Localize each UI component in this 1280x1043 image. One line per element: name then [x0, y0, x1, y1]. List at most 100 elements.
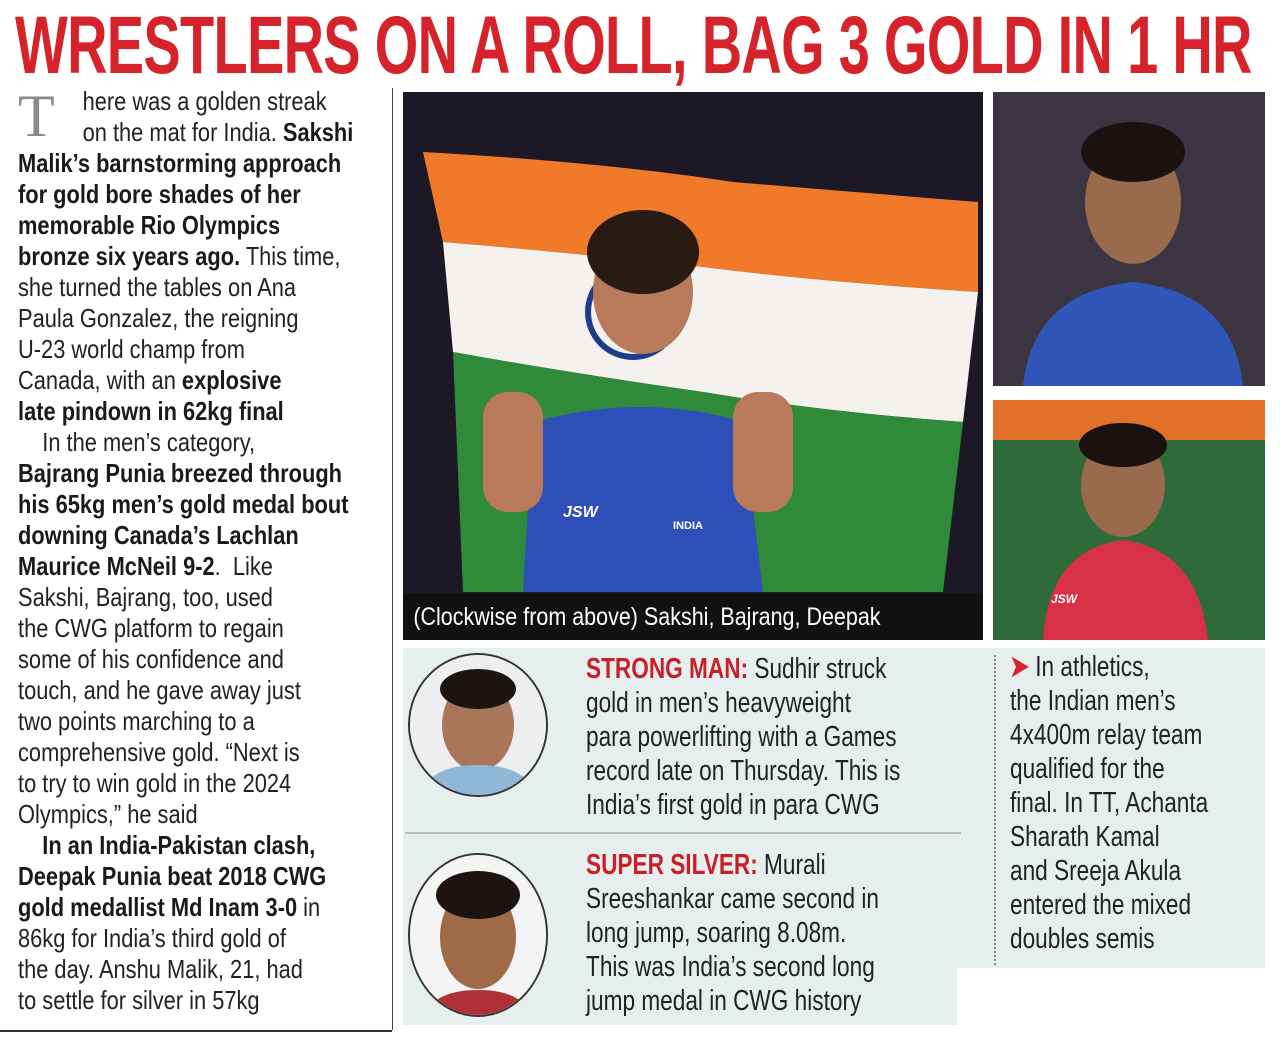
text: jump medal in CWG history — [586, 985, 862, 1017]
photo-sreeshankar — [408, 853, 548, 1017]
article-line: bronze six years ago. This time, — [18, 241, 388, 272]
text: final. In TT, Achanta — [1010, 787, 1209, 819]
text: Sudhir struck — [748, 653, 887, 685]
text: In the men’s category, — [18, 427, 256, 457]
text: . Like — [214, 551, 273, 581]
article-line: Deepak Punia beat 2018 CWG — [18, 861, 388, 892]
sidebar-line: STRONG MAN: Sudhir struck — [586, 652, 945, 686]
article-line: Malik’s barnstorming approach — [18, 148, 388, 179]
article-line: In the men’s category, — [18, 427, 388, 458]
article-line: touch, and he gave away just — [18, 675, 388, 706]
bold-text: explosive — [181, 365, 282, 395]
article-line: she turned the tables on Ana — [18, 272, 388, 303]
sponsor-logo-text: JSW — [563, 504, 598, 521]
sidebar-line: Sreeshankar came second in — [586, 882, 945, 916]
text: record late on Thursday. This is — [586, 755, 901, 787]
article-line: Paula Gonzalez, the reigning — [18, 303, 388, 334]
article-line: the CWG platform to regain — [18, 613, 388, 644]
text: long jump, soaring 8.08m. — [586, 917, 847, 949]
sidebar-line: jump medal in CWG history — [586, 984, 945, 1018]
photo-bajrang — [993, 92, 1265, 386]
text: the CWG platform to regain — [18, 613, 284, 643]
sidebar-line: para powerlifting with a Games — [586, 720, 945, 754]
athletics-line: the Indian men’s — [1010, 684, 1260, 718]
athletics-line: and Sreeja Akula — [1010, 854, 1260, 888]
text: she turned the tables on Ana — [18, 272, 297, 302]
article-line: here was a golden streak — [18, 86, 388, 117]
text: para powerlifting with a Games — [586, 721, 897, 753]
photo-deepak: JSW — [993, 400, 1265, 640]
text: This time, — [240, 241, 341, 271]
article-line: to try to win gold in the 2024 — [18, 768, 388, 799]
text: touch, and he gave away just — [18, 675, 301, 705]
bold-text: Deepak Punia beat 2018 CWG — [18, 861, 327, 891]
bold-text: late pindown in 62kg final — [18, 396, 284, 426]
text: 4x400m relay team — [1010, 719, 1203, 751]
column-divider — [392, 88, 393, 1030]
sidebar-line: This was India’s second long — [586, 950, 945, 984]
bold-text: gold medallist Md Inam 3-0 — [18, 892, 298, 922]
caption-text: (Clockwise from above) Sakshi, Bajrang, … — [413, 603, 881, 631]
text: some of his confidence and — [18, 644, 284, 674]
article-line: Sakshi, Bajrang, too, used — [18, 582, 388, 613]
text: In athletics, — [1028, 651, 1150, 683]
page-blank — [957, 968, 1280, 1043]
arrow-icon: ➤ — [1010, 651, 1029, 683]
athletics-line: ➤ In athletics, — [1010, 650, 1260, 684]
bottom-rule — [0, 1030, 392, 1032]
sidebar-line: SUPER SILVER: Murali — [586, 848, 945, 882]
text: to settle for silver in 57kg — [18, 985, 260, 1015]
article-line: on the mat for India. Sakshi — [18, 117, 388, 148]
bold-text: downing Canada’s Lachlan — [18, 520, 299, 550]
drop-cap: T — [18, 86, 55, 146]
bold-text: bronze six years ago. — [18, 241, 241, 271]
athletics-line: Sharath Kamal — [1010, 820, 1260, 854]
article-line: Olympics,” he said — [18, 799, 388, 830]
photo-sudhir — [408, 653, 548, 797]
article-line: comprehensive gold. “Next is — [18, 737, 388, 768]
athletics-brief: ➤ In athletics, the Indian men’s 4x400m re… — [1010, 650, 1280, 956]
bold-text: In an India-Pakistan clash, — [18, 830, 316, 860]
text: India’s first gold in para CWG — [586, 789, 880, 821]
bold-text: for gold bore shades of her — [18, 179, 301, 209]
sidebar-line: long jump, soaring 8.08m. — [586, 916, 945, 950]
text: Olympics,” he said — [18, 799, 198, 829]
article-line: 86kg for India’s third gold of — [18, 923, 388, 954]
article-line: to settle for silver in 57kg — [18, 985, 388, 1016]
sidebar-line: gold in men’s heavyweight — [586, 686, 945, 720]
text: U-23 world champ from — [18, 334, 245, 364]
bold-text: his 65kg men’s gold medal bout — [18, 489, 349, 519]
athletics-line: entered the mixed — [1010, 888, 1260, 922]
photo-caption: (Clockwise from above) Sakshi, Bajrang, … — [403, 594, 983, 640]
text: the day. Anshu Malik, 21, had — [18, 954, 303, 984]
bold-text: Sakshi — [282, 117, 354, 147]
text: gold in men’s heavyweight — [586, 687, 851, 719]
text: Paula Gonzalez, the reigning — [18, 303, 299, 333]
jersey-text: INDIA — [673, 520, 703, 532]
article-line: In an India-Pakistan clash, — [18, 830, 388, 861]
article-line: his 65kg men’s gold medal bout — [18, 489, 388, 520]
divider — [405, 832, 961, 834]
text: two points marching to a — [18, 706, 255, 736]
text: on the mat for India. — [58, 117, 283, 147]
text: the Indian men’s — [1010, 685, 1176, 717]
article-line: for gold bore shades of her — [18, 179, 388, 210]
article-line: Canada, with an explosive — [18, 365, 388, 396]
text: Sreeshankar came second in — [586, 883, 879, 915]
text: comprehensive gold. “Next is — [18, 737, 300, 767]
text: 86kg for India’s third gold of — [18, 923, 286, 953]
article-body: here was a golden streak on the mat for … — [18, 86, 458, 1016]
text: qualified for the — [1010, 753, 1165, 785]
bold-text: Bajrang Punia breezed through — [18, 458, 343, 488]
flag-illustration — [403, 92, 983, 640]
text: doubles semis — [1010, 923, 1155, 955]
article-line: some of his confidence and — [18, 644, 388, 675]
article-line: Maurice McNeil 9-2. Like — [18, 551, 388, 582]
bold-text: Malik’s barnstorming approach — [18, 148, 342, 178]
text: entered the mixed — [1010, 889, 1192, 921]
photo-sakshi-with-flag: JSW INDIA (Clockwise from above) Sakshi,… — [403, 92, 983, 640]
strong-man-label: STRONG MAN: — [586, 653, 749, 685]
text: Sharath Kamal — [1010, 821, 1160, 853]
athletics-line: qualified for the — [1010, 752, 1260, 786]
sidebar-text: STRONG MAN: Sudhir struck gold in men’s h… — [586, 652, 1046, 1018]
